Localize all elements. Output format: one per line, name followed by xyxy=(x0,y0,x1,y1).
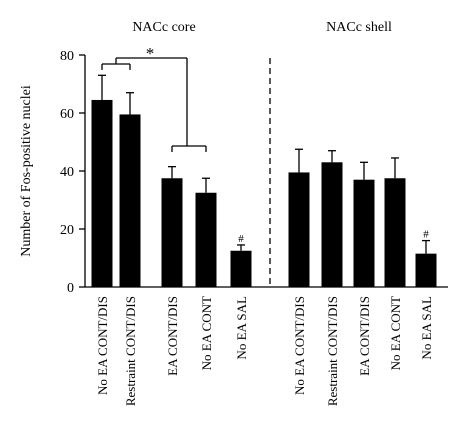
bar xyxy=(91,99,113,287)
x-tick-label: No EA CONT/DIS xyxy=(95,296,110,395)
y-tick-label: 80 xyxy=(60,49,74,64)
significance-star: * xyxy=(146,44,155,63)
bar xyxy=(415,253,437,287)
y-tick-label: 60 xyxy=(60,107,74,122)
bar xyxy=(230,250,252,287)
y-tick-label: 0 xyxy=(67,281,74,296)
x-tick-label: No EA SAL xyxy=(234,296,249,360)
bar xyxy=(161,178,183,287)
x-tick-label: EA CONT/DIS xyxy=(165,296,180,376)
y-tick-label: 20 xyxy=(60,223,74,238)
x-tick-label: No EA CONT xyxy=(199,296,214,370)
bar xyxy=(119,114,141,287)
bar xyxy=(321,162,343,287)
x-tick-labels: No EA CONT/DIS Restraint CONT/DIS EA CONT/… xyxy=(95,296,434,406)
y-ticks: 0 20 40 60 80 xyxy=(60,49,85,296)
significance-mark: # xyxy=(423,229,429,241)
panel-title-shell: NACc shell xyxy=(326,20,392,35)
bar xyxy=(195,192,217,287)
x-tick-label: No EA CONT xyxy=(388,296,403,370)
x-tick-label: EA CONT/DIS xyxy=(357,296,372,376)
x-tick-label: Restraint CONT/DIS xyxy=(325,296,340,406)
x-tick-label: No EA SAL xyxy=(419,296,434,360)
significance-mark: # xyxy=(238,233,244,245)
bar xyxy=(353,179,375,287)
error-bars xyxy=(98,74,430,254)
y-axis-label: Number of Fos-positive nuclei xyxy=(19,85,34,257)
panel-title-core: NACc core xyxy=(132,20,195,35)
bar xyxy=(384,178,406,287)
significance-marks: # # xyxy=(238,229,429,245)
bars xyxy=(91,99,437,287)
y-tick-label: 40 xyxy=(60,165,74,180)
x-tick-label: Restraint CONT/DIS xyxy=(123,296,138,406)
x-tick-label: No EA CONT/DIS xyxy=(292,296,307,395)
significance-bracket: * xyxy=(101,44,207,152)
bar xyxy=(288,172,310,287)
